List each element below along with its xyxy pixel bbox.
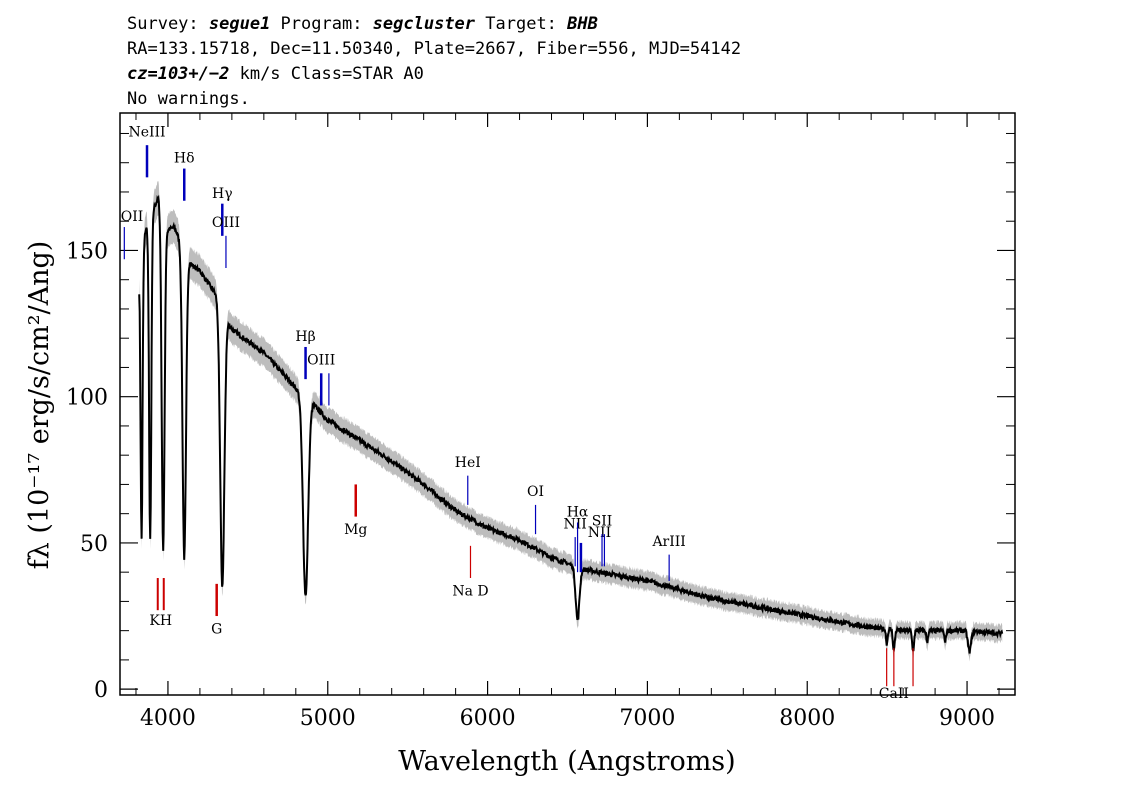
line-label-6: OIII bbox=[307, 353, 335, 369]
x-tick-label-4000: 4000 bbox=[140, 706, 196, 731]
line-label-20: G bbox=[211, 622, 222, 638]
y-tick-label-50: 50 bbox=[80, 532, 108, 557]
x-tick-label-5000: 5000 bbox=[300, 706, 356, 731]
line-label-13: NII bbox=[588, 525, 611, 541]
line-label-3: OIII bbox=[212, 215, 240, 231]
header-line-3: cz=103+/−2 km/s Class=STAR A0 bbox=[127, 64, 424, 84]
line-label-21: CaII bbox=[879, 686, 909, 702]
flux-series-line bbox=[138, 194, 1004, 654]
y-axis-label: fλ (10⁻¹⁷ erg/s/cm²/Ang) bbox=[24, 241, 55, 570]
line-label-17: Mg bbox=[344, 522, 367, 538]
header-line-1: Survey: segue1 Program: segcluster Targe… bbox=[127, 14, 598, 34]
y-tick-label-0: 0 bbox=[94, 678, 108, 703]
line-label-18: Na D bbox=[452, 584, 488, 600]
line-label-19: KH bbox=[149, 613, 172, 629]
x-tick-label-6000: 6000 bbox=[460, 706, 516, 731]
y-tick-label-150: 150 bbox=[66, 239, 108, 264]
line-label-10: NII bbox=[564, 516, 587, 532]
line-label-1: Hδ bbox=[174, 151, 195, 167]
x-tick-label-9000: 9000 bbox=[939, 706, 995, 731]
line-label-16: ArIII bbox=[651, 534, 685, 550]
line-label-4: OII bbox=[121, 209, 144, 225]
line-label-14: SII bbox=[592, 513, 613, 529]
line-label-11: Hα bbox=[567, 505, 589, 521]
y-tick-label-100: 100 bbox=[66, 386, 108, 411]
x-tick-label-7000: 7000 bbox=[619, 706, 675, 731]
header-line-4: No warnings. bbox=[127, 89, 250, 109]
line-label-0: NeIII bbox=[128, 124, 165, 140]
line-label-5: Hβ bbox=[295, 329, 315, 345]
error-band bbox=[139, 180, 1003, 662]
header-line-2: RA=133.15718, Dec=11.50340, Plate=2667, … bbox=[127, 39, 741, 59]
plot-frame bbox=[119, 112, 1016, 696]
line-label-9: OI bbox=[527, 484, 544, 500]
plot-area: 4000 5000 6000 7000 8000 9000 0 50 100 150 NeIII Hδ… bbox=[66, 112, 1016, 731]
line-label-2: Hγ bbox=[212, 186, 233, 202]
x-axis-label: Wavelength (Angstroms) bbox=[398, 746, 735, 777]
line-label-8: HeI bbox=[455, 455, 481, 471]
x-tick-label-8000: 8000 bbox=[779, 706, 835, 731]
